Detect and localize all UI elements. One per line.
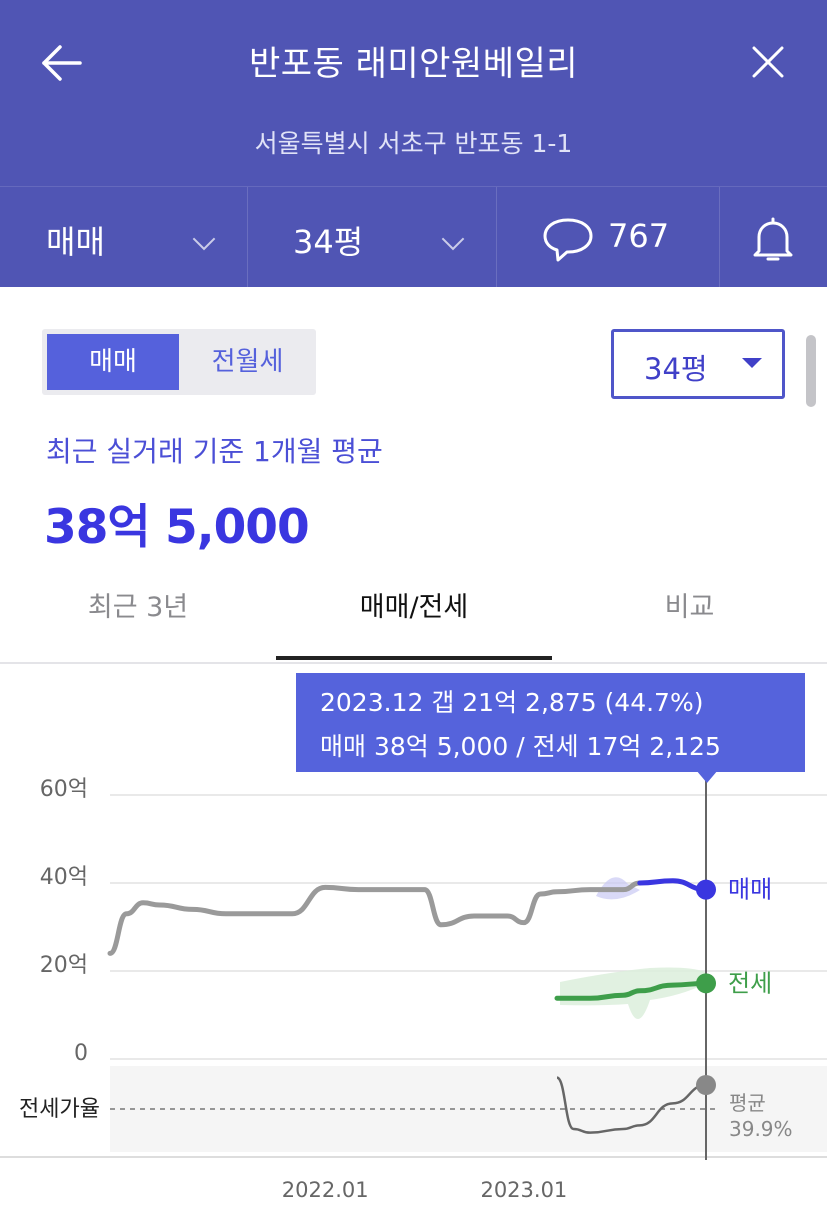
close-icon — [752, 46, 784, 78]
tooltip-line-prices: 매매 38억 5,000 / 전세 17억 2,125 — [320, 732, 721, 761]
header-filter-bar: 매매 34평 767 — [0, 186, 827, 288]
price-basis-label: 최근 실거래 기준 1개월 평균 — [46, 435, 383, 468]
size-dropdown[interactable]: 34평 — [247, 187, 497, 288]
header-top: 반포동 래미안원베일리 서울특별시 서초구 반포동 1-1 — [0, 0, 827, 158]
y-tick-label: 0 — [74, 1041, 88, 1066]
deal-type-label: 매매 — [46, 223, 105, 261]
caret-down-icon — [742, 358, 762, 368]
tab-recent-3-years[interactable]: 최근 3년 — [87, 592, 189, 623]
tooltip-line-gap: 2023.12 갭 21억 2,875 (44.7%) — [320, 688, 704, 717]
comment-count: 767 — [608, 217, 670, 255]
toggle-sale[interactable]: 매매 — [47, 334, 179, 390]
app-header: 반포동 래미안원베일리 서울특별시 서초구 반포동 1-1 매매 34평 767 — [0, 0, 827, 288]
sale-marker[interactable] — [696, 879, 716, 900]
active-tab-indicator — [276, 656, 552, 660]
tab-sale-jeonse[interactable]: 매매/전세 — [359, 592, 469, 623]
average-price: 38억 5,000 — [44, 500, 310, 555]
ratio-average-value: 39.9% — [729, 1117, 793, 1141]
size-select[interactable]: 34평 — [611, 329, 785, 399]
ratio-panel-bg — [110, 1066, 827, 1152]
jeonse-marker[interactable] — [696, 973, 716, 994]
ratio-marker[interactable] — [696, 1075, 716, 1095]
sale-history-line — [107, 880, 643, 956]
speech-bubble-icon — [543, 218, 593, 262]
y-tick-label: 40억 — [40, 865, 88, 890]
address-text: 서울특별시 서초구 반포동 1-1 — [254, 129, 573, 158]
chart-tabs: 최근 3년 매매/전세 비교 — [0, 578, 827, 664]
bell-icon — [753, 217, 793, 261]
x-tick-label: 2022.01 — [282, 1178, 369, 1202]
chart-tooltip: 2023.12 갭 21억 2,875 (44.7%) 매매 38억 5,000… — [296, 673, 805, 772]
tooltip-arrow — [696, 770, 718, 783]
jeonse-line — [554, 980, 709, 1001]
chevron-down-icon — [441, 227, 465, 251]
y-tick-label: 60억 — [40, 777, 88, 802]
close-button[interactable] — [742, 38, 794, 90]
deal-type-dropdown[interactable]: 매매 — [0, 187, 248, 288]
ratio-label: 전세가율 — [19, 1097, 100, 1122]
deal-type-toggle: 매매 전월세 — [42, 329, 316, 395]
toggle-rent[interactable]: 전월세 — [211, 347, 284, 377]
size-select-value: 34평 — [644, 352, 708, 386]
comments-button[interactable]: 767 — [496, 187, 720, 288]
alert-button[interactable] — [719, 187, 827, 288]
back-button[interactable] — [36, 38, 88, 90]
ratio-line — [556, 1076, 707, 1134]
size-label: 34평 — [293, 223, 364, 261]
arrow-left-icon — [42, 45, 82, 81]
sale-recent-line — [637, 878, 709, 893]
ratio-average-label: 평균 — [729, 1091, 766, 1115]
x-tick-label: 2023.01 — [480, 1178, 567, 1202]
y-tick-label: 20억 — [40, 953, 88, 978]
jeonse-series-label: 전세 — [728, 969, 772, 997]
tab-compare[interactable]: 비교 — [664, 592, 715, 623]
chevron-down-icon — [192, 227, 216, 251]
scrollbar[interactable] — [806, 335, 816, 407]
page-title: 반포동 래미안원베일리 — [248, 44, 579, 84]
sale-series-label: 매매 — [728, 876, 772, 904]
